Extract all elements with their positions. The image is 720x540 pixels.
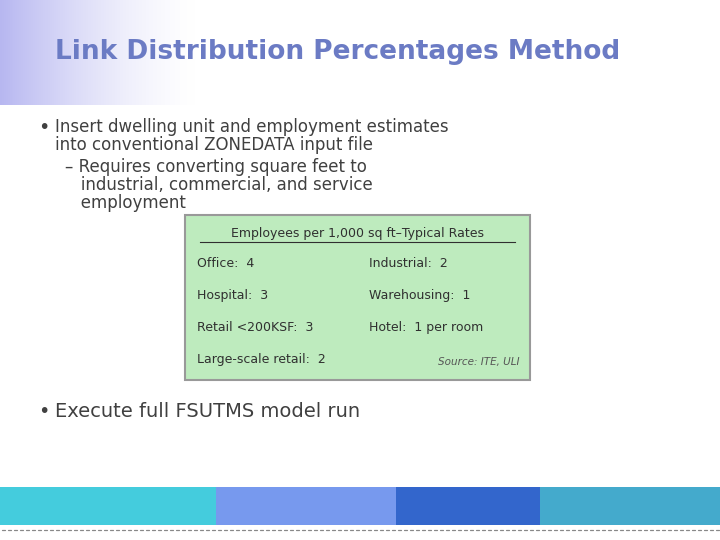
Text: •: •: [38, 402, 50, 421]
Text: into conventional ZONEDATA input file: into conventional ZONEDATA input file: [55, 136, 373, 154]
Text: Office:  4: Office: 4: [197, 257, 254, 270]
Text: Execute full FSUTMS model run: Execute full FSUTMS model run: [55, 402, 360, 421]
Text: Large-scale retail:  2: Large-scale retail: 2: [197, 353, 325, 366]
Text: Source: ITE, ULI: Source: ITE, ULI: [438, 357, 520, 367]
Text: Warehousing:  1: Warehousing: 1: [369, 289, 470, 302]
Text: Industrial:  2: Industrial: 2: [369, 257, 448, 270]
Text: Hospital:  3: Hospital: 3: [197, 289, 268, 302]
Text: •: •: [38, 118, 50, 137]
Text: Hotel:  1 per room: Hotel: 1 per room: [369, 321, 483, 334]
Text: industrial, commercial, and service: industrial, commercial, and service: [65, 176, 373, 194]
Text: Employees per 1,000 sq ft–Typical Rates: Employees per 1,000 sq ft–Typical Rates: [231, 226, 484, 240]
Text: Insert dwelling unit and employment estimates: Insert dwelling unit and employment esti…: [55, 118, 449, 136]
Text: Retail <200KSF:  3: Retail <200KSF: 3: [197, 321, 313, 334]
Text: employment: employment: [65, 194, 186, 212]
Text: Link Distribution Percentages Method: Link Distribution Percentages Method: [55, 39, 620, 65]
FancyBboxPatch shape: [185, 215, 530, 380]
Text: – Requires converting square feet to: – Requires converting square feet to: [65, 158, 367, 176]
